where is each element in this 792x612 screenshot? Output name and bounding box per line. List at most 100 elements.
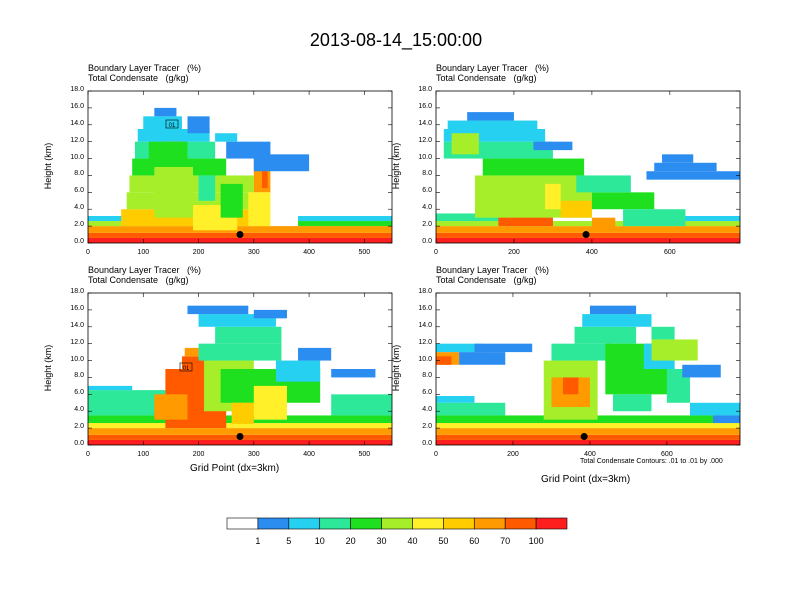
legend-label: 60 bbox=[469, 536, 480, 546]
heatmap-cell bbox=[187, 305, 249, 315]
y-tick-label: 12.0 bbox=[418, 338, 432, 346]
y-tick-label: 12.0 bbox=[70, 136, 84, 144]
plot-frame bbox=[87, 292, 393, 446]
heatmap-cell bbox=[143, 116, 182, 129]
y-tick-label: 18.0 bbox=[418, 86, 432, 93]
panel-2: 01 bbox=[87, 292, 393, 446]
panel-title-tracer: Boundary Layer Tracer (%) bbox=[436, 63, 550, 73]
heatmap-cell bbox=[436, 434, 740, 440]
heatmap-cell bbox=[220, 183, 243, 218]
heatmap-cell bbox=[331, 394, 392, 416]
heatmap-cell bbox=[231, 402, 254, 424]
heatmap-cell bbox=[591, 217, 616, 231]
heatmap-cell bbox=[298, 215, 392, 222]
y-tick-label: 4.0 bbox=[422, 204, 432, 212]
y-tick-label: 18.0 bbox=[70, 86, 84, 93]
plot-frame bbox=[435, 292, 741, 446]
x-tick-label: 400 bbox=[303, 249, 315, 256]
y-tick-label: 4.0 bbox=[74, 204, 84, 212]
legend-label: 70 bbox=[500, 536, 511, 546]
panel-title-tracer: Boundary Layer Tracer (%) bbox=[436, 265, 550, 275]
y-tick-label: 0.0 bbox=[422, 238, 432, 245]
y-tick-label: 16.0 bbox=[418, 304, 432, 312]
panel-title-tracer: Boundary Layer Tracer (%) bbox=[88, 63, 202, 73]
legend-swatch bbox=[257, 517, 290, 530]
y-tick-label: 8.0 bbox=[74, 170, 84, 178]
x-tick-label: 300 bbox=[247, 249, 260, 256]
legend-label: 50 bbox=[438, 536, 449, 546]
heatmap-cell bbox=[662, 154, 694, 163]
y-tick-label: 16.0 bbox=[70, 102, 84, 110]
heatmap-cell bbox=[613, 394, 652, 412]
heatmap-cell bbox=[436, 396, 475, 403]
heatmap-cell bbox=[331, 369, 376, 378]
panel-3 bbox=[435, 292, 741, 446]
heatmap-cells bbox=[436, 305, 740, 445]
x-axis-label: Grid Point (dx=3km) bbox=[190, 463, 280, 474]
heatmap-cell bbox=[248, 192, 271, 227]
panel-title-tracer: Boundary Layer Tracer (%) bbox=[88, 265, 202, 275]
x-tick-label: 500 bbox=[358, 249, 371, 256]
heatmap-cell bbox=[198, 175, 216, 201]
x-tick-label: 600 bbox=[664, 249, 676, 256]
legend-swatch bbox=[473, 517, 506, 530]
y-tick-label: 2.0 bbox=[422, 221, 432, 229]
heatmap-cell bbox=[589, 305, 637, 315]
heatmap-cell bbox=[275, 360, 321, 382]
contour-label-box bbox=[179, 362, 193, 372]
heatmap-cell bbox=[436, 343, 483, 353]
heatmap-cell bbox=[88, 226, 392, 233]
y-tick-label: 18.0 bbox=[418, 288, 432, 295]
heatmap-cell bbox=[253, 309, 287, 319]
legend-label: 10 bbox=[314, 536, 325, 546]
y-tick-label: 10.0 bbox=[70, 153, 84, 161]
y-tick-label: 10.0 bbox=[70, 355, 84, 363]
figure-title: 2013-08-14_15:00:00 bbox=[309, 30, 483, 50]
legend-swatch bbox=[319, 517, 351, 530]
heatmap-cell bbox=[436, 221, 740, 227]
heatmap-cell bbox=[666, 369, 690, 403]
legend-swatch bbox=[535, 517, 568, 530]
heatmap-cell bbox=[682, 364, 721, 378]
heatmap-cell bbox=[545, 183, 561, 210]
heatmap-cell bbox=[253, 385, 287, 420]
heatmap-cell bbox=[474, 343, 533, 353]
y-tick-label: 6.0 bbox=[74, 187, 84, 195]
location-marker bbox=[580, 433, 588, 441]
legend-label: 20 bbox=[345, 536, 356, 546]
contour-label: 01 bbox=[183, 366, 190, 372]
y-tick-label: 18.0 bbox=[70, 288, 84, 295]
legend-label: 5 bbox=[286, 536, 292, 546]
y-tick-label: 2.0 bbox=[74, 221, 84, 229]
panel-title-condensate: Total Condensate (g/kg) bbox=[436, 73, 537, 83]
heatmap-cell bbox=[298, 347, 332, 361]
y-tick-label: 8.0 bbox=[422, 170, 432, 178]
y-tick-label: 10.0 bbox=[418, 153, 432, 161]
heatmap-cell bbox=[451, 133, 479, 155]
x-tick-label: 100 bbox=[137, 249, 150, 256]
heatmap-cell bbox=[713, 415, 740, 424]
x-tick-label: 400 bbox=[303, 451, 315, 458]
y-tick-label: 2.0 bbox=[422, 423, 432, 431]
heatmap-cell bbox=[298, 221, 392, 227]
heatmap-cell bbox=[646, 171, 740, 180]
heatmap-cell bbox=[148, 141, 188, 167]
heatmap-cell bbox=[253, 154, 310, 172]
heatmap-cell bbox=[551, 343, 614, 361]
y-tick-label: 4.0 bbox=[422, 406, 432, 414]
contour-note: Total Condensate Contours: .01 to .01 by… bbox=[580, 458, 723, 465]
heatmap-cell bbox=[646, 215, 740, 222]
heatmap-cell bbox=[560, 200, 592, 218]
plot-frame bbox=[435, 90, 741, 244]
heatmap-cell bbox=[574, 326, 637, 344]
y-tick-label: 16.0 bbox=[70, 304, 84, 312]
y-tick-label: 6.0 bbox=[422, 389, 432, 397]
legend-swatch bbox=[504, 517, 537, 530]
legend-swatch bbox=[443, 517, 475, 530]
panel-title-condensate: Total Condensate (g/kg) bbox=[436, 275, 537, 285]
panel-0: 01 bbox=[87, 90, 393, 244]
y-tick-label: 14.0 bbox=[70, 119, 84, 127]
heatmap-cell bbox=[467, 112, 514, 121]
y-tick-label: 16.0 bbox=[418, 102, 432, 110]
